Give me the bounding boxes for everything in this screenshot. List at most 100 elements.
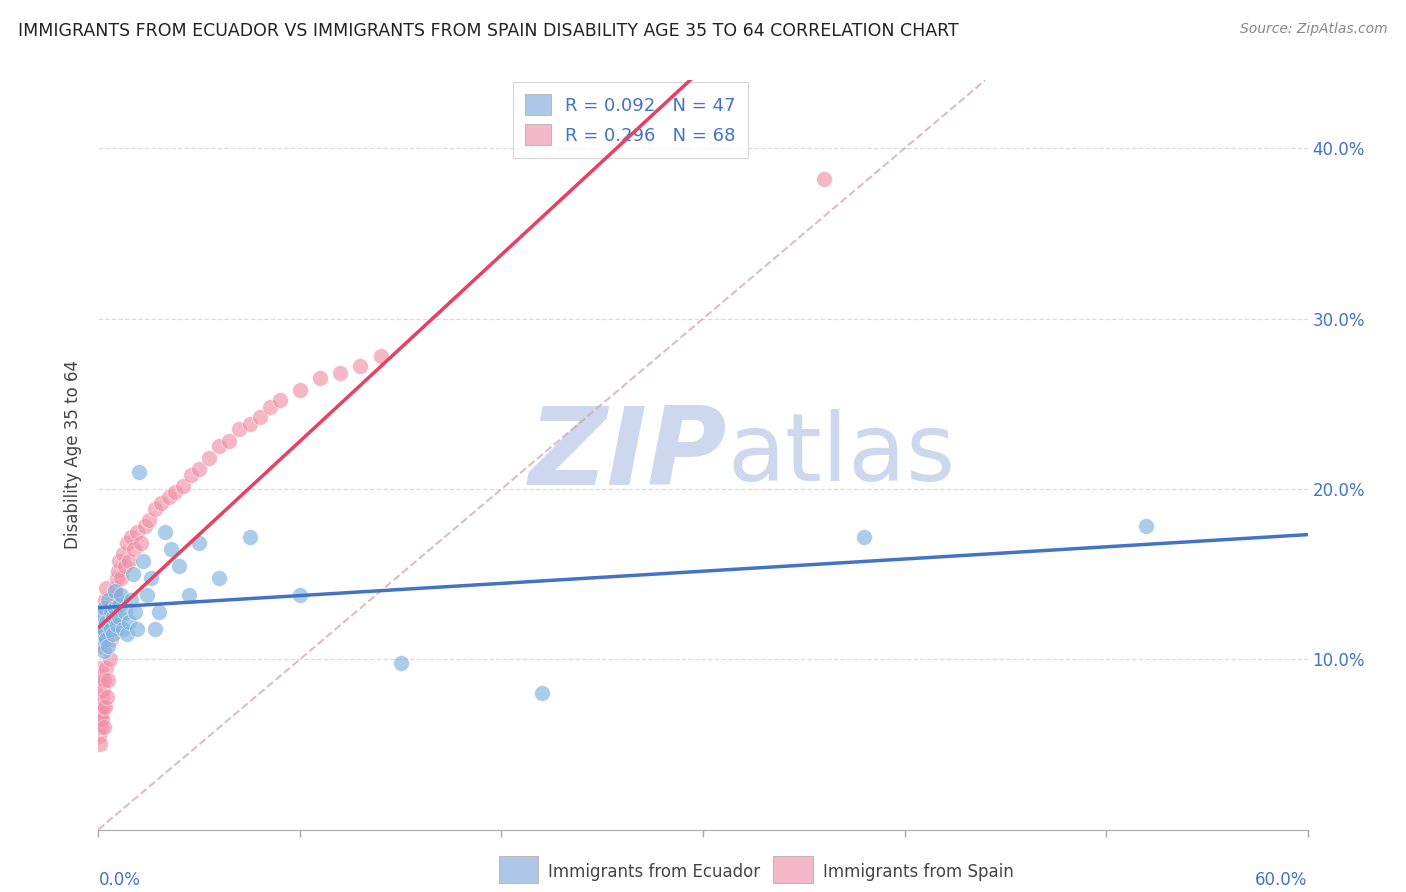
Point	[96, 632, 118, 646]
Point	[370, 349, 392, 363]
Point	[110, 570, 132, 584]
Point	[89, 695, 111, 709]
Point	[329, 366, 352, 380]
Point	[530, 686, 553, 700]
Point	[118, 615, 141, 629]
Point	[149, 495, 172, 509]
Point	[103, 601, 125, 615]
Point	[157, 491, 180, 505]
Point	[96, 581, 118, 595]
Point	[138, 513, 160, 527]
Point	[309, 371, 332, 385]
Point	[101, 609, 124, 624]
Point	[208, 439, 231, 453]
Point	[110, 588, 132, 602]
Point	[148, 605, 170, 619]
Point	[93, 622, 115, 636]
Point	[389, 656, 412, 670]
Point	[128, 465, 150, 479]
Point	[98, 652, 121, 666]
Point	[97, 639, 120, 653]
Point	[120, 530, 142, 544]
Text: Immigrants from Ecuador: Immigrants from Ecuador	[548, 863, 761, 881]
Point	[269, 393, 291, 408]
Point	[105, 570, 128, 584]
Point	[124, 605, 146, 619]
Point	[93, 644, 115, 658]
Point	[100, 605, 122, 619]
Point	[93, 720, 115, 734]
Point	[93, 682, 115, 697]
Point	[115, 536, 138, 550]
Point	[349, 359, 371, 374]
Text: Source: ZipAtlas.com: Source: ZipAtlas.com	[1240, 22, 1388, 37]
Point	[89, 635, 111, 649]
Point	[160, 541, 183, 556]
Point	[103, 581, 125, 595]
Point	[100, 622, 122, 636]
Text: 60.0%: 60.0%	[1256, 871, 1308, 888]
Point	[118, 553, 141, 567]
Point	[139, 570, 162, 584]
Point	[90, 706, 112, 721]
Point	[90, 720, 112, 734]
Point	[288, 588, 311, 602]
Text: 0.0%: 0.0%	[98, 871, 141, 888]
Point	[96, 690, 118, 704]
Point	[114, 558, 136, 573]
Point	[90, 669, 112, 683]
Point	[120, 592, 142, 607]
Point	[249, 410, 271, 425]
Text: atlas: atlas	[727, 409, 956, 501]
Point	[91, 712, 114, 726]
Point	[97, 592, 120, 607]
Point	[143, 622, 166, 636]
Point	[179, 588, 201, 602]
Point	[115, 626, 138, 640]
Point	[125, 622, 148, 636]
Point	[94, 700, 117, 714]
Point	[89, 712, 111, 726]
Point	[114, 605, 136, 619]
Point	[853, 530, 876, 544]
Point	[813, 172, 835, 186]
Point	[91, 690, 114, 704]
Point	[188, 536, 211, 550]
Point	[89, 618, 111, 632]
Point	[132, 553, 155, 567]
Point	[163, 485, 186, 500]
Point	[121, 567, 143, 582]
Point	[91, 639, 114, 653]
Point	[89, 738, 111, 752]
Text: ZIP: ZIP	[529, 402, 727, 508]
Point	[111, 547, 134, 561]
Legend: R = 0.092   N = 47, R = 0.296   N = 68: R = 0.092 N = 47, R = 0.296 N = 68	[513, 82, 748, 158]
Point	[91, 626, 114, 640]
Point	[172, 478, 194, 492]
Point	[208, 570, 231, 584]
Point	[91, 609, 114, 624]
Point	[143, 502, 166, 516]
Point	[105, 618, 128, 632]
Point	[125, 524, 148, 539]
Point	[101, 626, 124, 640]
Point	[107, 609, 129, 624]
Point	[90, 661, 112, 675]
Point	[259, 401, 281, 415]
Point	[180, 468, 202, 483]
Point	[111, 622, 134, 636]
Point	[93, 622, 115, 636]
Point	[94, 592, 117, 607]
Point	[135, 588, 157, 602]
Point	[107, 553, 129, 567]
Point	[89, 678, 111, 692]
Point	[129, 536, 152, 550]
Point	[103, 601, 125, 615]
Point	[134, 519, 156, 533]
Point	[107, 598, 129, 612]
Point	[188, 461, 211, 475]
Point	[89, 703, 111, 717]
Point	[239, 417, 262, 432]
Point	[1135, 519, 1157, 533]
Point	[239, 530, 262, 544]
